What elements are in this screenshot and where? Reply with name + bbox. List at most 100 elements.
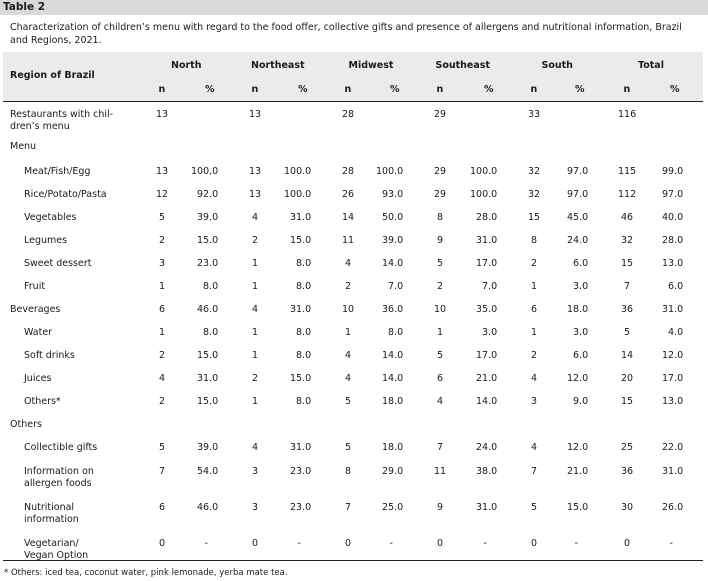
region-header: Northeast bbox=[251, 60, 305, 71]
cell-n: 2 bbox=[252, 235, 259, 246]
cell-percent: 8.0 bbox=[296, 396, 312, 407]
cell-n: 29 bbox=[434, 109, 447, 120]
cell-n: 5 bbox=[159, 442, 166, 453]
cell-n: 4 bbox=[437, 396, 444, 407]
cell-percent: 35.0 bbox=[476, 304, 498, 315]
cell-percent: 39.0 bbox=[197, 212, 219, 223]
cell-percent: 38.0 bbox=[476, 466, 498, 477]
cell-n: 32 bbox=[621, 235, 634, 246]
cell-percent: 31.0 bbox=[476, 235, 498, 246]
cell-n: 13 bbox=[249, 189, 262, 200]
cell-n: 3 bbox=[531, 396, 538, 407]
cell-percent: 15.0 bbox=[197, 350, 219, 361]
cell-n: 11 bbox=[434, 466, 447, 477]
cell-percent: 31.0 bbox=[476, 502, 498, 513]
region-header: Midwest bbox=[348, 60, 394, 71]
row-label: Vegan Option bbox=[24, 550, 89, 561]
cell-n: 15 bbox=[621, 258, 634, 269]
cell-percent: - bbox=[389, 538, 393, 549]
cell-n: 115 bbox=[618, 166, 637, 177]
cell-percent: 28.0 bbox=[476, 212, 498, 223]
cell-n: 4 bbox=[252, 304, 259, 315]
cell-n: 1 bbox=[531, 281, 538, 292]
header-bottom-rule bbox=[3, 101, 703, 102]
cell-n: 29 bbox=[434, 189, 447, 200]
cell-n: 0 bbox=[159, 538, 166, 549]
cell-n: 1 bbox=[159, 281, 166, 292]
cell-n: 9 bbox=[437, 502, 444, 513]
cell-n: 1 bbox=[531, 327, 538, 338]
cell-percent: 12.0 bbox=[662, 350, 684, 361]
cell-n: 36 bbox=[621, 466, 634, 477]
row-label: Information on bbox=[24, 466, 94, 477]
cell-percent: 12.0 bbox=[567, 442, 589, 453]
cell-n: 0 bbox=[345, 538, 352, 549]
cell-n: 4 bbox=[252, 442, 259, 453]
cell-n: 1 bbox=[252, 258, 259, 269]
cell-percent: 9.0 bbox=[573, 396, 589, 407]
cell-n: 13 bbox=[156, 166, 169, 177]
cell-n: 13 bbox=[249, 109, 262, 120]
row-label: Rice/Potato/Pasta bbox=[24, 189, 107, 200]
cell-percent: 46.0 bbox=[197, 502, 219, 513]
cell-percent: 100,0 bbox=[191, 166, 219, 177]
row-label: Menu bbox=[10, 141, 37, 152]
cell-percent: 3.0 bbox=[573, 327, 589, 338]
cell-n: 13 bbox=[156, 109, 169, 120]
cell-n: 2 bbox=[437, 281, 444, 292]
cell-percent: 46.0 bbox=[197, 304, 219, 315]
cell-percent: 100.0 bbox=[284, 166, 312, 177]
cell-percent: 13.0 bbox=[662, 258, 684, 269]
cell-percent: 39.0 bbox=[382, 235, 404, 246]
region-header: Southeast bbox=[435, 60, 491, 71]
subheader-percent: % bbox=[390, 84, 400, 95]
cell-n: 14 bbox=[342, 212, 355, 223]
cell-percent: 50.0 bbox=[382, 212, 404, 223]
cell-percent: 7.0 bbox=[482, 281, 498, 292]
cell-n: 32 bbox=[528, 189, 541, 200]
cell-n: 1 bbox=[252, 396, 259, 407]
row-label: Vegetarian/ bbox=[24, 538, 79, 549]
cell-percent: 100.0 bbox=[470, 166, 498, 177]
cell-n: 2 bbox=[159, 350, 166, 361]
cell-percent: 17.0 bbox=[662, 373, 684, 384]
cell-percent: 97.0 bbox=[567, 189, 589, 200]
cell-percent: - bbox=[297, 538, 301, 549]
subheader-n: n bbox=[344, 84, 352, 95]
cell-n: 0 bbox=[437, 538, 444, 549]
cell-n: 29 bbox=[434, 166, 447, 177]
row-label: Soft drinks bbox=[24, 350, 75, 361]
cell-n: 9 bbox=[437, 235, 444, 246]
cell-percent: 39.0 bbox=[197, 442, 219, 453]
cell-percent: 28.0 bbox=[662, 235, 684, 246]
subheader-percent: % bbox=[575, 84, 585, 95]
table-label: Table 2 bbox=[0, 0, 708, 15]
cell-n: 8 bbox=[437, 212, 444, 223]
cell-percent: 3.0 bbox=[482, 327, 498, 338]
cell-n: 5 bbox=[345, 442, 352, 453]
cell-n: 28 bbox=[342, 109, 355, 120]
cell-n: 5 bbox=[345, 396, 352, 407]
cell-n: 5 bbox=[531, 502, 538, 513]
subheader-n: n bbox=[623, 84, 631, 95]
row-label: Others bbox=[10, 419, 42, 430]
cell-n: 7 bbox=[437, 442, 444, 453]
table-caption: Characterization of children’s menu with… bbox=[10, 22, 682, 46]
cell-n: 0 bbox=[252, 538, 259, 549]
cell-n: 0 bbox=[531, 538, 538, 549]
cell-n: 4 bbox=[345, 373, 352, 384]
cell-n: 32 bbox=[528, 166, 541, 177]
cell-percent: 8.0 bbox=[203, 281, 219, 292]
cell-n: 7 bbox=[624, 281, 631, 292]
row-label: Water bbox=[24, 327, 53, 338]
cell-percent: 15.0 bbox=[197, 235, 219, 246]
cell-n: 1 bbox=[345, 327, 352, 338]
cell-percent: - bbox=[204, 538, 208, 549]
cell-percent: 92.0 bbox=[197, 189, 219, 200]
row-label: Collectible gifts bbox=[24, 442, 98, 453]
row-label: Juices bbox=[24, 373, 52, 384]
cell-percent: 14.0 bbox=[382, 258, 404, 269]
subheader-n: n bbox=[436, 84, 444, 95]
cell-percent: 15.0 bbox=[567, 502, 589, 513]
cell-n: 112 bbox=[618, 189, 637, 200]
